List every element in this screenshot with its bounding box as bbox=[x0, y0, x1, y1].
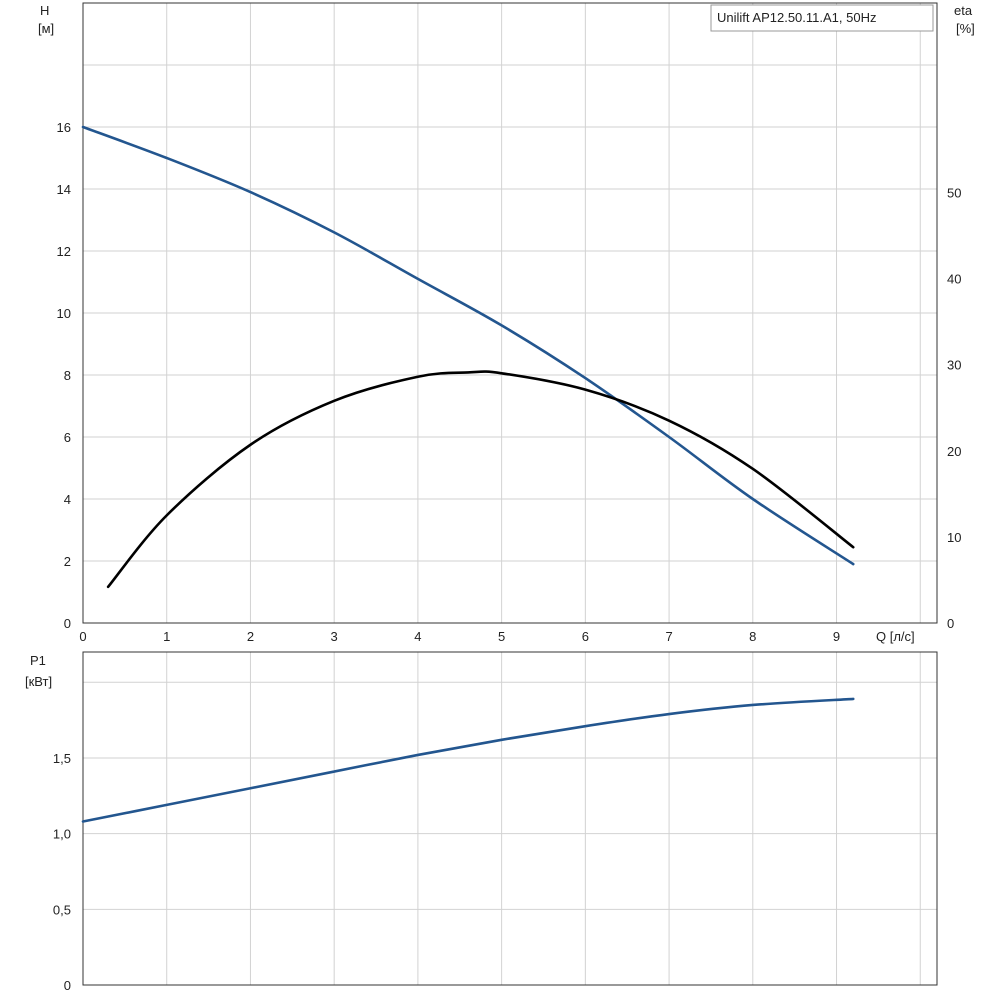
y-axis-label-eta: eta bbox=[954, 3, 973, 18]
x-tick-label: 2 bbox=[247, 629, 254, 644]
y-tick-label-left: 16 bbox=[57, 120, 71, 135]
series-h-curve bbox=[81, 125, 855, 566]
y-tick-label-left: 12 bbox=[57, 244, 71, 259]
x-tick-label: 6 bbox=[582, 629, 589, 644]
y-tick-label-right: 20 bbox=[947, 444, 961, 459]
y-tick-label-p1: 0 bbox=[64, 978, 71, 993]
x-axis-label-q: Q [л/с] bbox=[876, 629, 915, 644]
y-tick-label-p1: 1,5 bbox=[53, 751, 71, 766]
x-tick-label: 1 bbox=[163, 629, 170, 644]
y-tick-label-p1: 1,0 bbox=[53, 827, 71, 842]
y-tick-label-left: 14 bbox=[57, 182, 71, 197]
x-tick-label: 7 bbox=[665, 629, 672, 644]
y-tick-label-left: 2 bbox=[64, 554, 71, 569]
y-tick-label-left: 0 bbox=[64, 616, 71, 631]
y-axis-unit-eta: [%] bbox=[956, 21, 975, 36]
plot-frame-top bbox=[82, 2, 938, 624]
legend-text: Unilift AP12.50.11.A1, 50Hz bbox=[717, 10, 876, 25]
x-tick-label: 8 bbox=[749, 629, 756, 644]
y-tick-label-left: 6 bbox=[64, 430, 71, 445]
y-tick-label-right: 30 bbox=[947, 358, 961, 373]
x-tick-label: 4 bbox=[414, 629, 421, 644]
y-tick-label-left: 4 bbox=[64, 492, 71, 507]
plot-frame-bottom bbox=[82, 651, 938, 986]
y-tick-label-right: 0 bbox=[947, 616, 954, 631]
x-tick-label: 0 bbox=[79, 629, 86, 644]
x-tick-label: 3 bbox=[331, 629, 338, 644]
y-tick-label-right: 40 bbox=[947, 272, 961, 287]
y-axis-unit-p1: [кВт] bbox=[25, 674, 52, 689]
x-tick-label: 9 bbox=[833, 629, 840, 644]
y-axis-unit-h: [м] bbox=[38, 21, 54, 36]
x-tick-label: 5 bbox=[498, 629, 505, 644]
y-tick-label-right: 50 bbox=[947, 185, 961, 200]
y-axis-label-h: H bbox=[40, 3, 49, 18]
y-tick-label-left: 10 bbox=[57, 306, 71, 321]
y-tick-label-p1: 0,5 bbox=[53, 902, 71, 917]
y-tick-label-left: 8 bbox=[64, 368, 71, 383]
series-p1-curve bbox=[81, 697, 855, 823]
legend-box bbox=[710, 4, 934, 32]
y-tick-label-right: 10 bbox=[947, 530, 961, 545]
y-axis-label-p1: P1 bbox=[30, 653, 46, 668]
series-eta-curve bbox=[106, 370, 855, 589]
